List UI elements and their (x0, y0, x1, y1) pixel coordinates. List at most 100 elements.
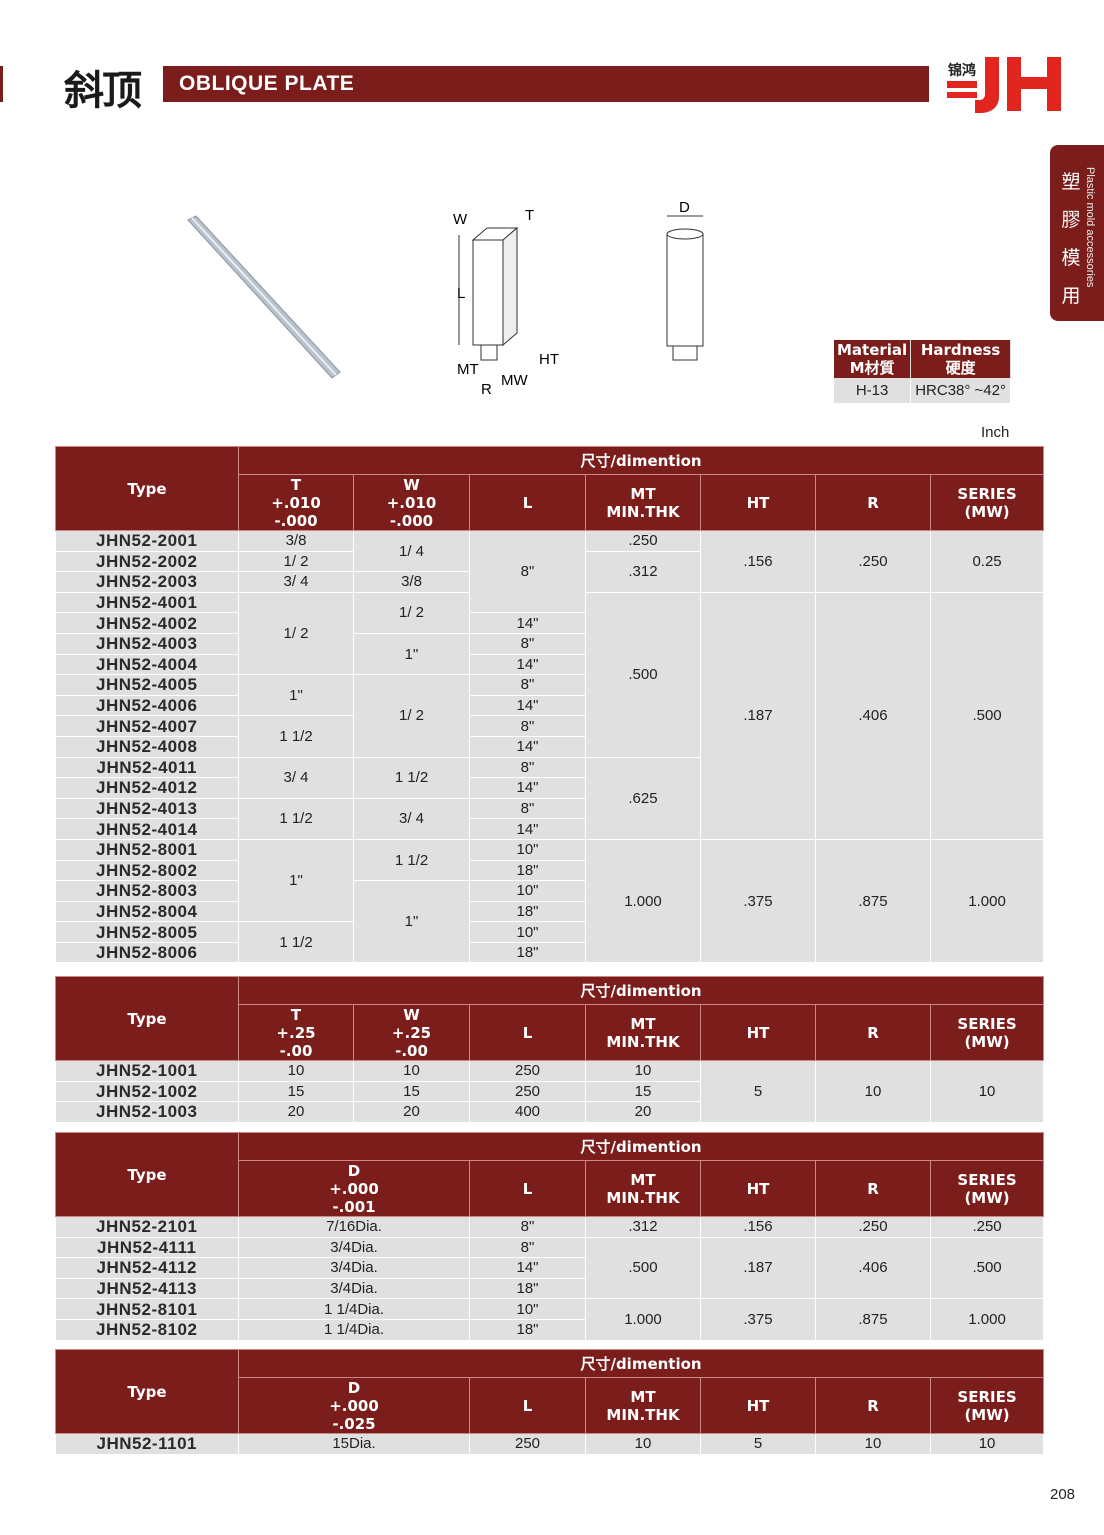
table-row: JHN52-2003 3/ 4 3/8 (55, 571, 1044, 593)
table-row: JHN52-4007 1 1/2 8" (55, 715, 1044, 758)
value-cell: 8" (469, 530, 586, 614)
value-cell: 1/ 2 (353, 674, 470, 758)
value-cell: 1.000 (585, 839, 701, 964)
type-cell: JHN52-2001 (55, 530, 239, 552)
label-mw: MW (501, 372, 528, 389)
value-cell: 3/ 4 (353, 798, 470, 840)
header-type: Type (55, 446, 239, 531)
value-cell: 10 (238, 1060, 354, 1082)
spec-table-3: Type 尺寸/dimention D +.000 -.001 L MT MIN.THK… (55, 1132, 1045, 1341)
value-cell: 14" (469, 612, 586, 634)
value-cell: 5 (700, 1060, 816, 1123)
type-cell: JHN52-2002 (55, 551, 239, 573)
value-cell: .625 (585, 757, 701, 840)
value-cell: 1 1/4Dia. (238, 1319, 470, 1341)
label-t: T (525, 207, 534, 224)
value-cell: 10 (815, 1060, 931, 1123)
table-row: JHN52-4005 1" 1/ 2 8" (55, 674, 1044, 758)
value-cell: 20 (585, 1101, 701, 1123)
type-cell: JHN52-4001 (55, 592, 239, 614)
header-dimension-group: 尺寸/dimention (237, 446, 1045, 475)
type-cell: JHN52-8005 (55, 921, 239, 943)
value-cell: 18" (469, 1278, 586, 1300)
value-cell: 1.000 (930, 1298, 1045, 1341)
unit-label: Inch (981, 424, 1010, 441)
value-cell: 3/4Dia. (238, 1278, 470, 1300)
header-dimension-group: 尺寸/dimention (237, 1349, 1045, 1378)
value-cell: 1 1/2 (353, 757, 470, 799)
value-cell: 14" (469, 818, 586, 840)
value-cell: 20 (353, 1101, 470, 1123)
value-cell: 1" (238, 674, 354, 717)
value-cell: 3/ 4 (238, 757, 354, 799)
jh-logo (947, 57, 1061, 113)
table-row: JHN52-4013 1 1/2 3/ 4 8" (55, 798, 1044, 840)
value-cell: 250 (469, 1060, 586, 1082)
value-cell: .187 (700, 1237, 816, 1300)
column-header: W +.25 -.00 (353, 1004, 470, 1061)
value-cell: 18" (469, 860, 586, 882)
value-cell: 10 (815, 1433, 931, 1455)
type-cell: JHN52-1001 (55, 1060, 239, 1082)
value-cell: 3/4Dia. (238, 1237, 470, 1259)
value-cell: 8" (469, 715, 586, 737)
value-cell: 15 (585, 1081, 701, 1103)
column-header: D +.000 -.025 (238, 1377, 470, 1434)
value-cell: 15 (238, 1081, 354, 1103)
value-cell: .156 (700, 530, 816, 593)
spec-table-1: Type 尺寸/dimention T +.010 -.000 W +.010 -.0… (55, 446, 1045, 964)
type-cell: JHN52-4008 (55, 736, 239, 758)
column-header: R (815, 1004, 931, 1061)
column-header: W +.010 -.000 (353, 474, 470, 531)
value-cell: 250 (469, 1433, 586, 1455)
value-cell: 3/4Dia. (238, 1257, 470, 1279)
value-cell: .250 (585, 530, 701, 552)
value-cell: 3/8 (353, 571, 470, 593)
table-row: JHN52-8002 18" (55, 860, 1044, 882)
table-row: JHN52-8001 1" 1 1/2 10" 1.000.375.875 1.000 (55, 839, 1045, 964)
value-cell: 3/ 4 (238, 571, 354, 593)
value-cell: 8" (469, 1216, 586, 1238)
value-cell: 0.25 (930, 530, 1045, 593)
value-cell: 8" (469, 633, 586, 655)
spec-table-2: Type 尺寸/dimention T +.25 -.00 W +.25 -.00 L M… (55, 976, 1045, 1123)
column-header: R (815, 1160, 931, 1217)
table-row: JHN52-4001 1/ 2 1/ 2.500.187.406.500 (55, 592, 1045, 840)
table-row: JHN52-2002 1/ 2 .312 (55, 551, 1044, 593)
column-header: D +.000 -.001 (238, 1160, 470, 1217)
table-row: JHN52-8005 1 1/2 10" (55, 921, 1044, 964)
table-row: JHN52-2101 7/16Dia. 8" .312.156.250.250 (55, 1216, 1045, 1238)
type-cell: JHN52-4002 (55, 612, 239, 634)
header-type: Type (55, 1349, 239, 1434)
type-cell: JHN52-2101 (55, 1216, 239, 1238)
value-cell: 8" (469, 757, 586, 779)
table-row: JHN52-8006 18" (55, 942, 1044, 964)
value-cell: .312 (585, 1216, 701, 1238)
table-row: JHN52-8004 18" (55, 901, 1044, 923)
value-cell: .156 (700, 1216, 816, 1238)
value-cell: 10 (585, 1060, 701, 1082)
page-edge-mark (0, 66, 3, 102)
value-cell: .500 (585, 592, 701, 758)
type-cell: JHN52-4012 (55, 777, 239, 799)
value-cell: 18" (469, 901, 586, 923)
value-cell: 10" (469, 921, 586, 943)
label-mt: MT (457, 361, 479, 378)
value-cell: 8" (469, 674, 586, 696)
value-cell: .406 (815, 592, 931, 840)
table-row: JHN52-4113 3/4Dia. 18" (55, 1278, 1044, 1300)
column-header: MT MIN.THK (585, 1377, 701, 1434)
value-cell: 1/ 2 (353, 592, 470, 634)
type-cell: JHN52-4113 (55, 1278, 239, 1300)
value-cell: 10" (469, 839, 586, 861)
value-cell: 5 (700, 1433, 816, 1455)
column-header: HT (700, 1004, 816, 1061)
value-cell: 1 1/2 (238, 715, 354, 758)
column-header: HT (700, 1160, 816, 1217)
value-cell: 15Dia. (238, 1433, 470, 1455)
page-title-bar: OBLIQUE PLATE (163, 66, 929, 102)
value-cell: 10 (353, 1060, 470, 1082)
value-cell: 400 (469, 1101, 586, 1123)
type-cell: JHN52-4004 (55, 654, 239, 676)
material-header: Material M材質 (834, 340, 912, 378)
